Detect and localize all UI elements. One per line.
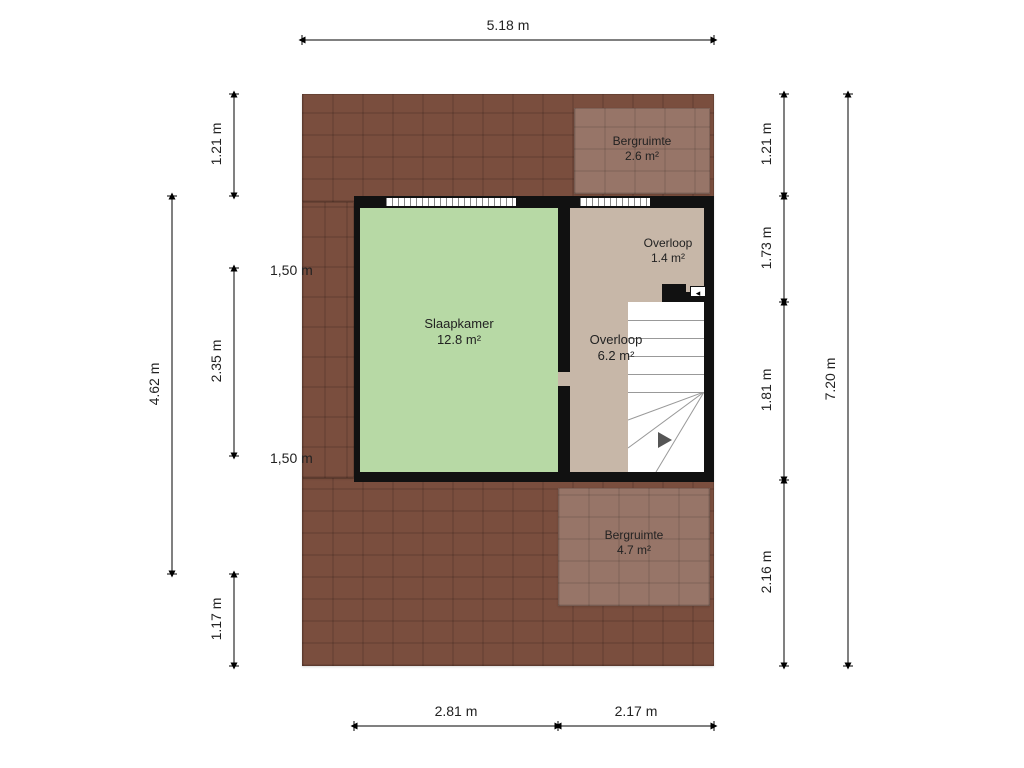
dimension-label: 1.21 m [208, 114, 224, 174]
wall-bottom [354, 472, 714, 482]
dimension-label: 1.81 m [758, 360, 774, 420]
wall-stair-right [704, 302, 714, 478]
dim-inline-2: 1,50 m [270, 450, 313, 466]
dimension-label: 1.21 m [758, 114, 774, 174]
dimension-label: 2.35 m [208, 331, 224, 391]
floorplan-diagram: ◂ Slaapkamer 12.8 m² Overloop 6.2 m² Ove… [0, 0, 1024, 768]
window-top-right [580, 198, 650, 206]
window-top-left [386, 198, 516, 206]
dim-inline-1: 1,50 m [270, 262, 313, 278]
stair-tread [628, 320, 704, 321]
room-bergruimte-top [574, 108, 710, 194]
dimension-label: 7.20 m [822, 349, 838, 409]
dimension-label: 2.17 m [606, 703, 666, 719]
stair-winder [628, 392, 704, 472]
wall-interior-vertical [558, 202, 570, 478]
roof-left [302, 202, 354, 478]
dimension-label: 4.62 m [146, 354, 162, 414]
door-opening [558, 372, 570, 386]
dimension-label: 2.81 m [426, 703, 486, 719]
wall-stair-top [662, 296, 714, 302]
room-slaapkamer [360, 208, 558, 472]
dimension-label: 2.16 m [758, 542, 774, 602]
stair-tread [628, 374, 704, 375]
room-overloop-small [628, 208, 704, 292]
dimension-label: 5.18 m [478, 17, 538, 33]
dimension-label: 1.73 m [758, 218, 774, 278]
stair-tread [628, 338, 704, 339]
room-bergruimte-bottom [558, 488, 710, 606]
dimension-label: 1.17 m [208, 589, 224, 649]
stair-tread [628, 356, 704, 357]
